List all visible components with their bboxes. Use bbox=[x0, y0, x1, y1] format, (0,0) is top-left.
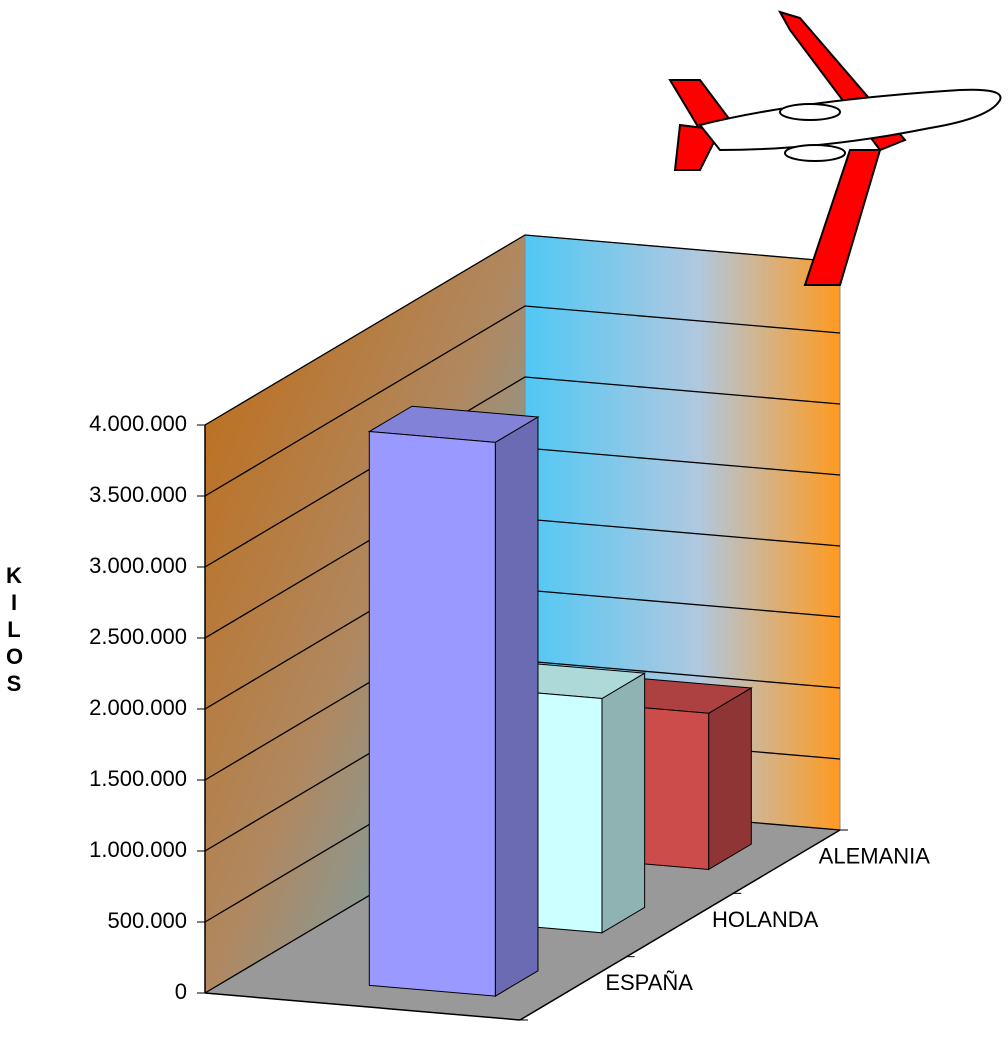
y-tick-label: 3.000.000 bbox=[89, 553, 187, 578]
bar bbox=[368, 430, 496, 997]
grid-line bbox=[204, 376, 841, 568]
y-tick-label: 3.500.000 bbox=[89, 482, 187, 507]
y-tick-label: 1.000.000 bbox=[89, 837, 187, 862]
grid-line bbox=[204, 305, 841, 497]
airplane-illustration bbox=[668, 10, 1002, 286]
y-tick-label: 0 bbox=[175, 979, 187, 1004]
y-tick-label: 2.500.000 bbox=[89, 624, 187, 649]
bar-side bbox=[601, 672, 646, 934]
y-tick-label: 4.000.000 bbox=[89, 411, 187, 436]
grid-line bbox=[204, 234, 841, 426]
bar-side bbox=[494, 416, 539, 998]
category-label: ALEMANIA bbox=[819, 843, 931, 868]
category-label: HOLANDA bbox=[712, 907, 819, 932]
y-tick-label: 2.000.000 bbox=[89, 695, 187, 720]
depth-axis bbox=[519, 829, 841, 1021]
x-axis bbox=[204, 992, 521, 1021]
y-tick-label: 1.500.000 bbox=[89, 766, 187, 791]
y-tick-label: 500.000 bbox=[107, 908, 187, 933]
bar-side bbox=[708, 687, 752, 871]
category-label: ESPAÑA bbox=[605, 970, 693, 995]
y-axis-title: KILOS bbox=[6, 563, 24, 696]
